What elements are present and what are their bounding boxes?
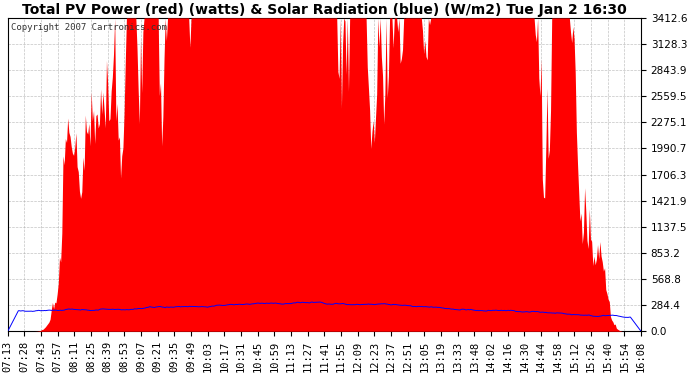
Title: Total PV Power (red) (watts) & Solar Radiation (blue) (W/m2) Tue Jan 2 16:30: Total PV Power (red) (watts) & Solar Rad…	[22, 3, 627, 17]
Text: Copyright 2007 Cartronics.com: Copyright 2007 Cartronics.com	[11, 22, 167, 32]
